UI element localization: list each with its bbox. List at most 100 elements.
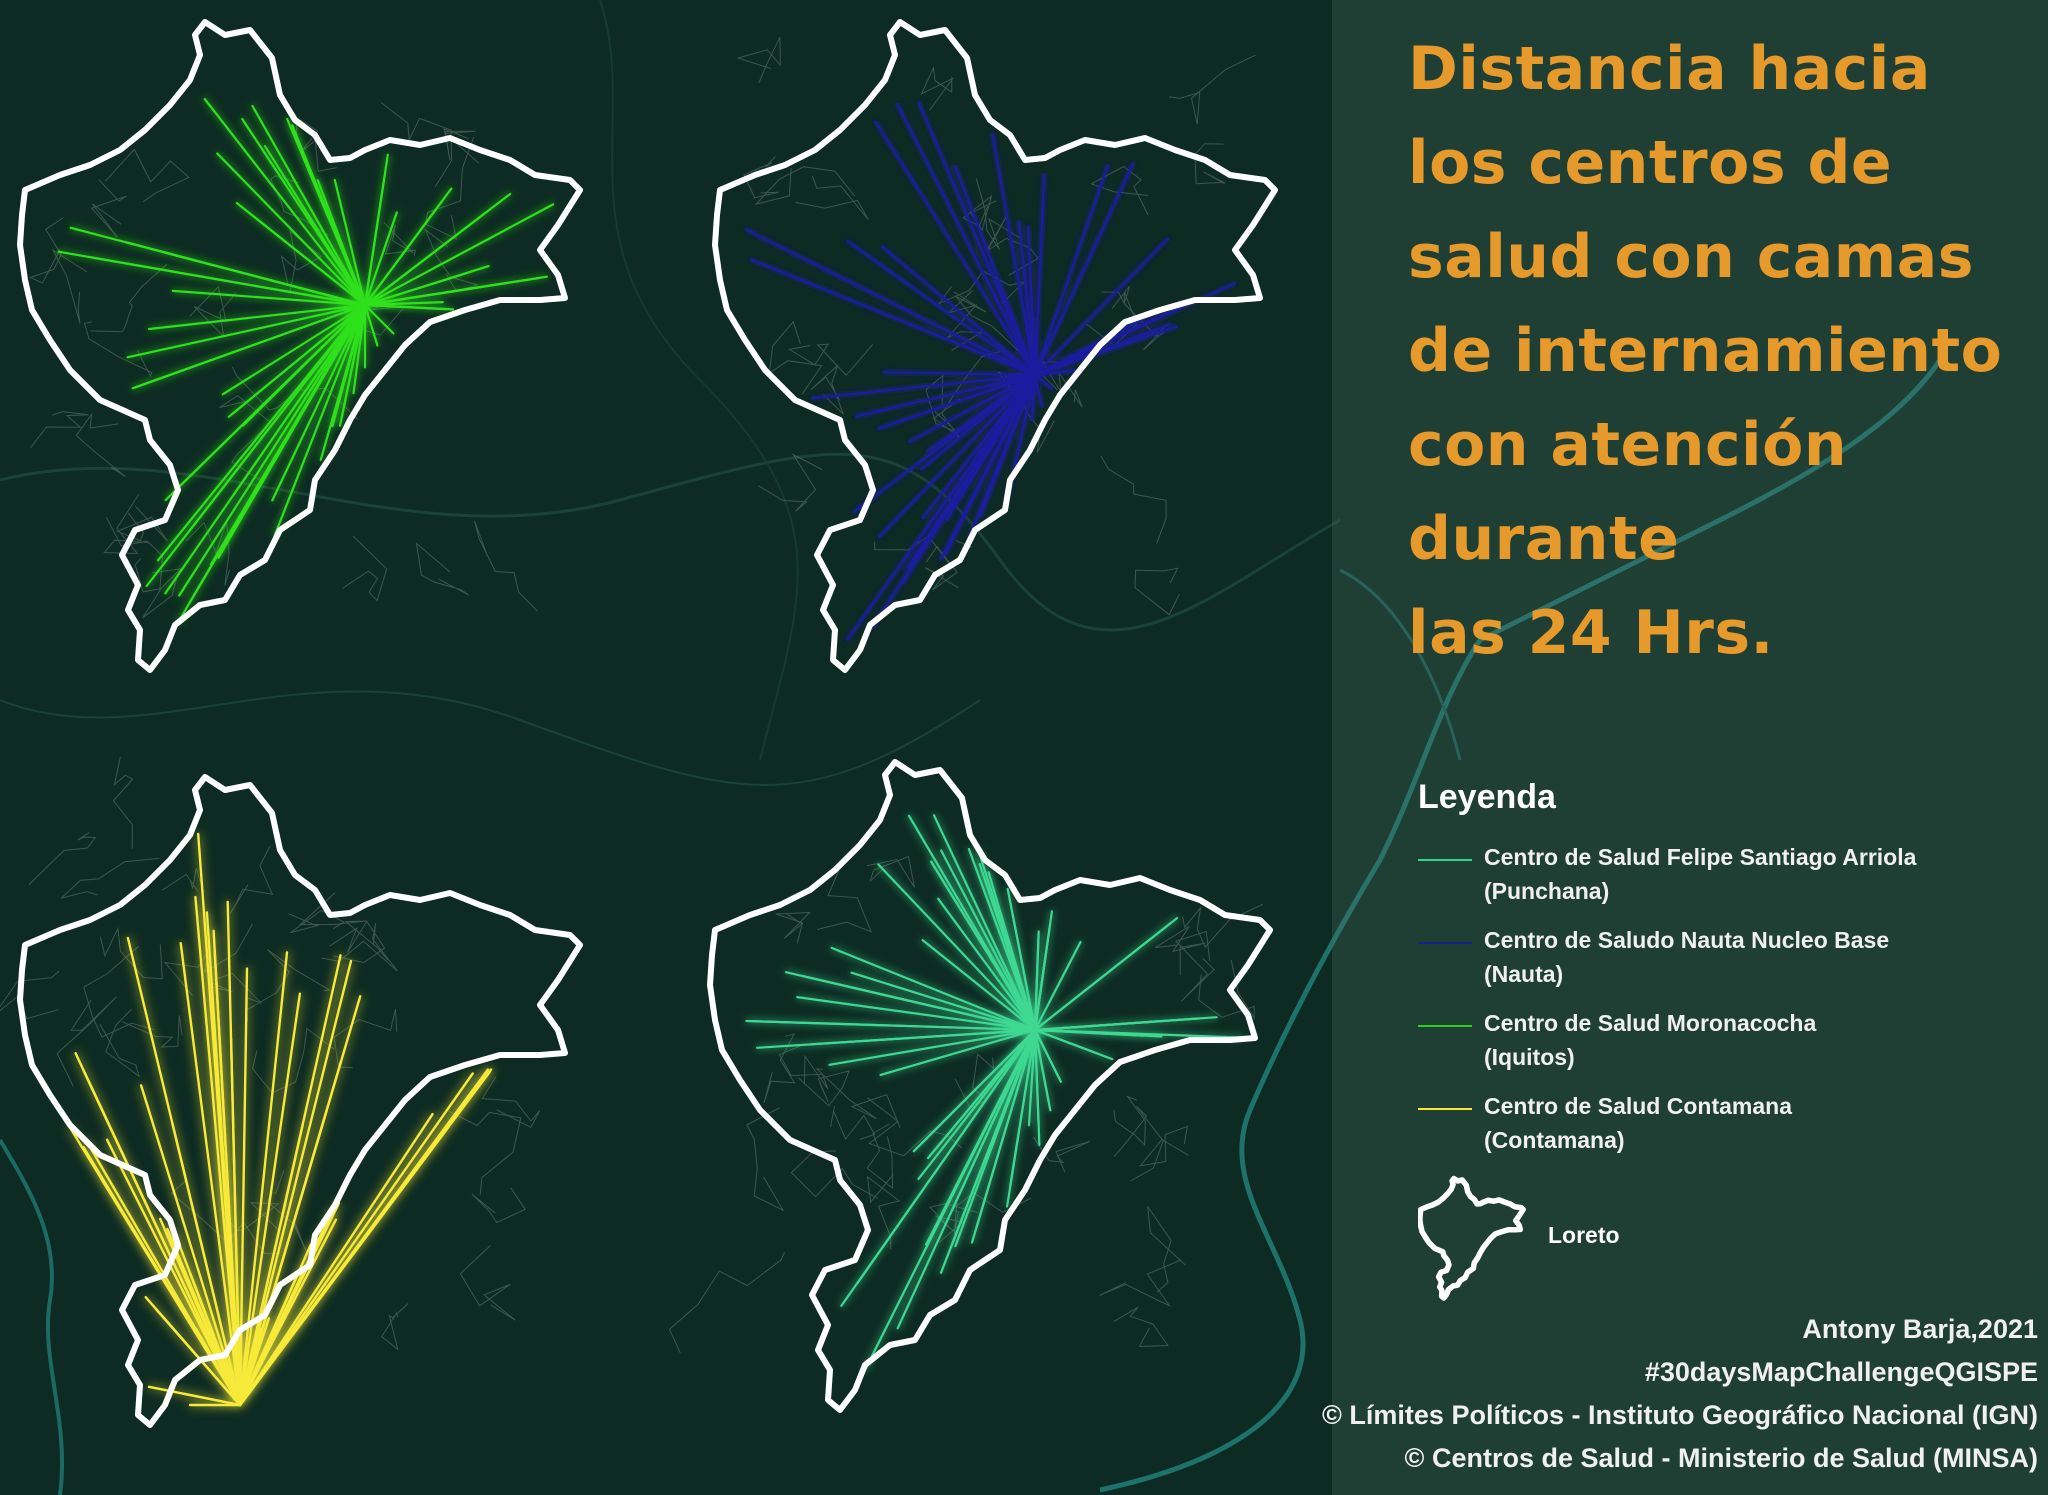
district-boundary — [90, 263, 168, 333]
distance-line — [1033, 1028, 1040, 1125]
district-boundary — [90, 179, 127, 238]
distance-line — [197, 1294, 242, 1407]
distance-line — [331, 303, 367, 428]
district-boundaries — [0, 756, 541, 1351]
distance-line — [363, 187, 453, 307]
title-line: durante — [1408, 504, 1680, 574]
district-boundary — [1134, 567, 1180, 616]
distance-line — [230, 303, 367, 416]
credit-ign: © Límites Políticos - Instituto Geográfi… — [1322, 1400, 2038, 1430]
district-boundary — [866, 1123, 894, 1190]
district-boundary — [443, 127, 480, 164]
district-boundary — [937, 270, 1027, 305]
distance-line — [105, 1138, 242, 1407]
title-line: Distancia hacia — [1408, 34, 1931, 104]
distance-line — [194, 895, 242, 1407]
distance-line — [1033, 935, 1040, 1032]
district-boundary — [380, 102, 453, 188]
district-boundary — [342, 535, 388, 602]
river-ucayali — [1099, 358, 1943, 1493]
district-boundary — [920, 66, 954, 111]
distance-line — [1033, 1028, 1050, 1103]
district-boundary — [189, 285, 237, 339]
title-line: salud con camas — [1408, 222, 1974, 292]
map-punchana — [668, 759, 1273, 1413]
distance-line — [177, 303, 367, 624]
distance-lines — [68, 832, 493, 1407]
legend-sublabel: (Contamana) — [1484, 1127, 1625, 1153]
distance-line — [251, 104, 367, 307]
distance-line — [1007, 223, 1037, 377]
distance-line — [238, 1327, 263, 1407]
district-boundary — [1147, 1206, 1186, 1293]
distance-line — [1033, 373, 1054, 390]
distance-line — [1033, 282, 1237, 377]
distance-line — [949, 1028, 1037, 1249]
distance-line — [164, 303, 367, 502]
legend-label: Centro de Salud Felipe Santiago Arriola — [1484, 844, 1917, 870]
district-boundary — [162, 868, 205, 893]
district-boundary — [1174, 930, 1215, 1002]
distance-line — [238, 1072, 474, 1407]
distance-line — [1033, 1016, 1218, 1032]
distance-line — [967, 847, 1037, 1032]
distance-line — [1027, 1028, 1037, 1127]
distance-line — [216, 152, 367, 307]
district-boundary — [112, 756, 134, 849]
distance-line — [926, 373, 1037, 453]
distance-line — [1033, 237, 1170, 377]
district-boundary — [1032, 1136, 1091, 1173]
distance-line — [895, 102, 1037, 377]
distance-line — [921, 373, 1037, 520]
distance-line — [1033, 163, 1110, 377]
distance-line — [238, 1068, 490, 1407]
distance-line — [363, 212, 486, 307]
district-boundary — [424, 136, 475, 240]
legend-line-contamana — [1418, 1108, 1472, 1110]
distance-line — [271, 303, 367, 502]
district-boundary — [481, 1076, 541, 1129]
distance-line — [830, 946, 1037, 1032]
distance-line — [147, 1385, 242, 1407]
district-boundary — [1182, 903, 1264, 949]
district-boundary — [746, 1107, 785, 1212]
district-boundary — [1168, 54, 1256, 125]
loreto-outline — [712, 19, 1278, 673]
legend-sublabel: (Punchana) — [1484, 878, 1610, 904]
district-boundary — [229, 845, 274, 914]
distance-line — [1033, 940, 1082, 1032]
distance-line — [145, 303, 367, 588]
district-boundary — [99, 926, 163, 980]
distance-line — [1033, 201, 1045, 377]
legend-sublabel: (Iquitos) — [1484, 1044, 1575, 1070]
distance-line — [203, 97, 367, 307]
distance-line — [178, 303, 367, 597]
distance-line — [74, 1052, 242, 1407]
distance-line — [363, 153, 389, 307]
distance-line — [273, 303, 367, 537]
distance-line — [881, 245, 1037, 377]
district-boundary — [75, 412, 126, 478]
distance-lines — [57, 97, 555, 624]
distance-line — [352, 303, 367, 395]
distance-line — [877, 863, 1037, 1032]
map-moronacocha — [17, 19, 583, 673]
distance-line — [238, 992, 302, 1407]
distance-line — [1026, 225, 1037, 377]
district-boundary — [104, 148, 190, 203]
district-boundary — [810, 364, 844, 415]
distance-line — [238, 951, 289, 1407]
distance-line — [171, 289, 367, 307]
distance-line — [840, 1028, 1037, 1307]
district-boundary — [1099, 1259, 1182, 1307]
district-boundary — [775, 911, 811, 944]
distance-line — [238, 959, 353, 1407]
title-line: los centros de — [1408, 128, 1893, 198]
distance-line — [363, 211, 398, 307]
legend-region-label: Loreto — [1548, 1222, 1620, 1248]
district-boundary — [116, 505, 168, 542]
loreto-legend-icon — [1418, 1175, 1526, 1301]
district-boundary — [788, 343, 874, 377]
district-boundary — [866, 855, 915, 888]
distance-line — [854, 373, 1037, 418]
